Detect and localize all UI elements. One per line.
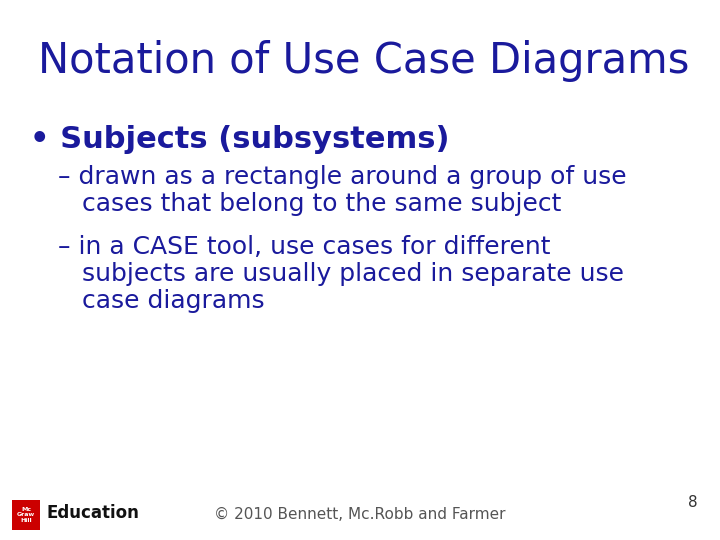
Text: subjects are usually placed in separate use: subjects are usually placed in separate … — [58, 262, 624, 286]
Text: Notation of Use Case Diagrams: Notation of Use Case Diagrams — [38, 40, 689, 82]
Text: – drawn as a rectangle around a group of use: – drawn as a rectangle around a group of… — [58, 165, 626, 189]
FancyBboxPatch shape — [12, 500, 40, 530]
Text: cases that belong to the same subject: cases that belong to the same subject — [58, 192, 562, 216]
Text: • Subjects (subsystems): • Subjects (subsystems) — [30, 125, 449, 154]
Text: Education: Education — [46, 504, 139, 522]
Text: Mc
Graw
Hill: Mc Graw Hill — [17, 507, 35, 523]
Text: case diagrams: case diagrams — [58, 289, 265, 313]
Text: 8: 8 — [688, 495, 698, 510]
Text: – in a CASE tool, use cases for different: – in a CASE tool, use cases for differen… — [58, 235, 551, 259]
Text: © 2010 Bennett, Mc.Robb and Farmer: © 2010 Bennett, Mc.Robb and Farmer — [215, 507, 505, 522]
